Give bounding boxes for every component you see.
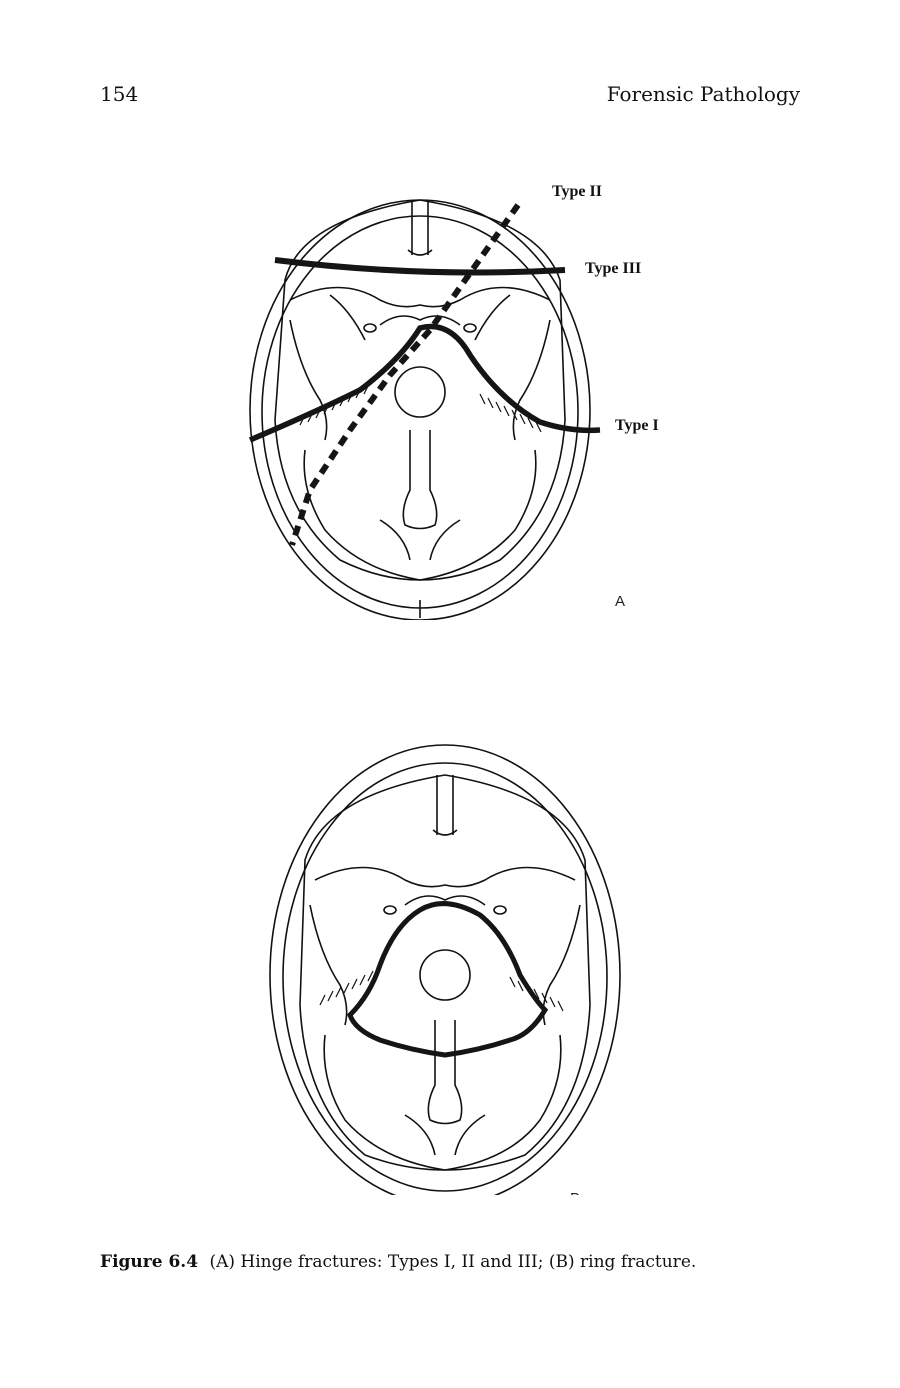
type-i-fracture-line	[248, 323, 601, 443]
running-head: 154 Forensic Pathology	[100, 82, 800, 110]
label-type-i: Type I	[615, 417, 659, 434]
skull-base-diagram-a: Type II Type III Type I A	[248, 183, 659, 620]
caption-text: (A) Hinge fractures: Types I, II and III…	[209, 1252, 697, 1272]
panel-letter-a: A	[615, 593, 625, 610]
label-type-ii: Type II	[552, 183, 602, 200]
skull-outline	[249, 199, 591, 620]
type-ii-fracture-line	[289, 203, 521, 546]
petrous-ridge-hatching	[319, 966, 564, 1012]
ring-fracture-line	[347, 901, 549, 1058]
figure-panel-a: Type II Type III Type I A	[230, 160, 690, 620]
skull-base-diagram-b: B	[269, 744, 621, 1195]
skull-outline	[269, 744, 621, 1195]
type-iii-fracture-line	[274, 257, 566, 276]
caption-label: Figure 6.4	[100, 1252, 199, 1272]
figure-panel-b: B	[230, 735, 690, 1195]
fracture-lines	[248, 203, 601, 546]
figure-caption: Figure 6.4 (A) Hinge fractures: Types I,…	[100, 1250, 820, 1274]
petrous-ridge-hatching	[299, 383, 542, 433]
running-title: Forensic Pathology	[606, 82, 800, 106]
page-number: 154	[100, 82, 139, 106]
label-type-iii: Type III	[585, 260, 641, 277]
panel-letter-b: B	[570, 1190, 580, 1195]
